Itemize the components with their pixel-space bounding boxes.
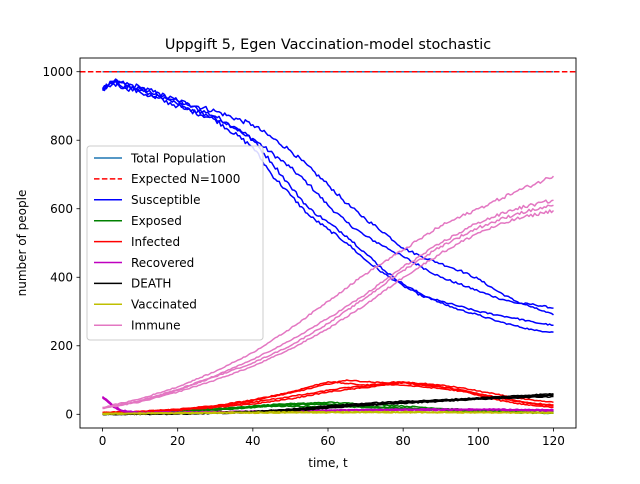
x-tick-label: 0: [99, 434, 107, 448]
legend-item: Recovered: [94, 256, 194, 270]
y-tick-label: 400: [50, 271, 73, 285]
x-tick-label: 20: [170, 434, 185, 448]
y-axis: 0 200 400 600 800 1000: [42, 65, 80, 422]
plot-area: [80, 70, 576, 416]
legend-item: Infected: [94, 235, 180, 249]
x-axis: 0 20 40 60 80 100 120: [99, 428, 565, 448]
legend-box: [86, 145, 264, 341]
legend-item: Immune: [94, 319, 181, 333]
series-line: [101, 80, 554, 333]
series-line: [102, 204, 554, 409]
y-axis-label: number of people: [15, 190, 29, 297]
legend-items: Total Population Expected N=1000 Susceptib…: [94, 151, 240, 333]
legend-label: Expected N=1000: [131, 172, 240, 186]
series-line: [102, 383, 554, 414]
x-tick-label: 80: [396, 434, 411, 448]
legend-item: Vaccinated: [94, 298, 197, 312]
x-tick-label: 100: [467, 434, 490, 448]
x-tick-label: 40: [245, 434, 260, 448]
series-line: [102, 82, 554, 327]
series-vaccinated: [102, 410, 554, 416]
legend-item: Susceptible: [94, 193, 200, 207]
series-line: [102, 209, 555, 410]
series-line: [102, 78, 554, 316]
chart-title: Uppgift 5, Egen Vaccination-model stocha…: [165, 37, 491, 53]
y-tick-label: 1000: [42, 65, 73, 79]
legend-item: Expected N=1000: [94, 172, 240, 186]
legend-item: Exposed: [94, 214, 182, 228]
legend-label: Immune: [131, 319, 181, 333]
legend-label: Exposed: [131, 214, 182, 228]
series-line: [102, 411, 554, 415]
legend-label: Susceptible: [131, 193, 200, 207]
series-immune: [102, 175, 555, 410]
y-tick-label: 200: [50, 339, 73, 353]
x-tick-label: 120: [542, 434, 565, 448]
legend-item: DEATH: [94, 277, 171, 291]
legend: Total Population Expected N=1000 Susceptib…: [86, 145, 264, 341]
legend-label: Total Population: [130, 151, 226, 165]
legend-label: DEATH: [131, 277, 171, 291]
y-tick-label: 0: [65, 408, 73, 422]
series-infected: [102, 379, 554, 414]
legend-item: Total Population: [94, 151, 226, 165]
series-line: [102, 175, 555, 409]
legend-label: Vaccinated: [131, 298, 197, 312]
x-axis-label: time, t: [308, 456, 348, 470]
y-tick-label: 800: [50, 134, 73, 148]
y-tick-label: 600: [50, 202, 73, 216]
series-susceptible: [101, 78, 554, 333]
x-tick-label: 60: [320, 434, 335, 448]
legend-label: Recovered: [131, 256, 194, 270]
legend-label: Infected: [131, 235, 180, 249]
